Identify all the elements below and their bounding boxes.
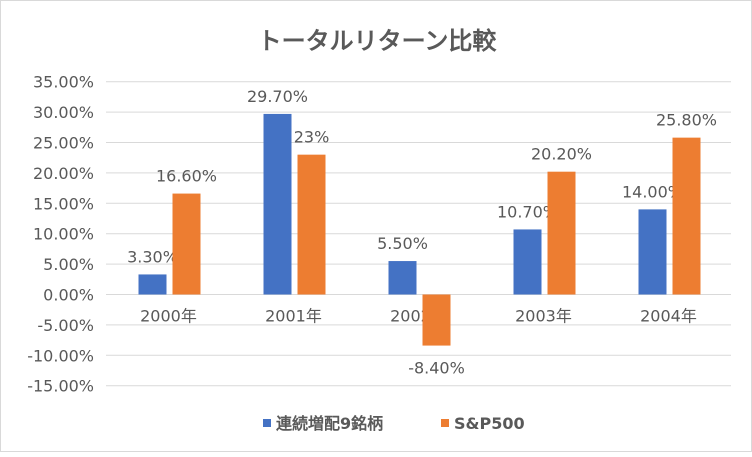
bar-series1 <box>263 113 292 295</box>
bar-series2 <box>297 154 326 295</box>
x-tick-label: 2000年 <box>140 307 197 326</box>
y-tick-label: 5.00% <box>43 255 94 274</box>
bar-series2 <box>547 171 576 295</box>
data-label: 14.00% <box>622 182 683 201</box>
data-label: 5.50% <box>377 234 428 253</box>
bar-series1 <box>638 209 667 295</box>
bar-series2 <box>172 193 201 295</box>
bar-series2 <box>422 294 451 346</box>
data-label: 25.80% <box>656 111 717 130</box>
data-label: 29.70% <box>247 87 308 106</box>
legend-swatch <box>441 419 449 427</box>
legend-label: 連続増配9銘柄 <box>276 414 383 433</box>
data-label: -8.40% <box>408 359 465 378</box>
y-tick-label: 15.00% <box>33 194 94 213</box>
y-tick-label: -10.00% <box>27 346 94 365</box>
y-tick-label: 30.00% <box>33 103 94 122</box>
y-tick-label: 20.00% <box>33 164 94 183</box>
y-tick-label: 35.00% <box>33 73 94 92</box>
bar-series1 <box>513 229 542 295</box>
y-tick-label: 10.00% <box>33 225 94 244</box>
legend-swatch <box>263 419 271 427</box>
data-label: 23% <box>294 128 330 147</box>
legend-label: S&P500 <box>454 414 525 433</box>
x-tick-label: 2004年 <box>640 307 697 326</box>
bar-series1 <box>388 261 417 295</box>
bar-series1 <box>138 274 167 295</box>
y-tick-label: -5.00% <box>37 316 94 335</box>
data-label: 16.60% <box>156 167 217 186</box>
x-tick-label: 2001年 <box>265 307 322 326</box>
data-label: 20.20% <box>531 145 592 164</box>
chart-title: トータルリターン比較 <box>258 27 498 55</box>
y-tick-label: -15.00% <box>27 377 94 396</box>
data-label: 3.30% <box>127 247 178 266</box>
data-label: 10.70% <box>497 202 558 221</box>
y-tick-label: 0.00% <box>43 286 94 305</box>
x-tick-label: 2003年 <box>515 307 572 326</box>
bar-series2 <box>672 137 701 295</box>
y-tick-label: 25.00% <box>33 134 94 153</box>
